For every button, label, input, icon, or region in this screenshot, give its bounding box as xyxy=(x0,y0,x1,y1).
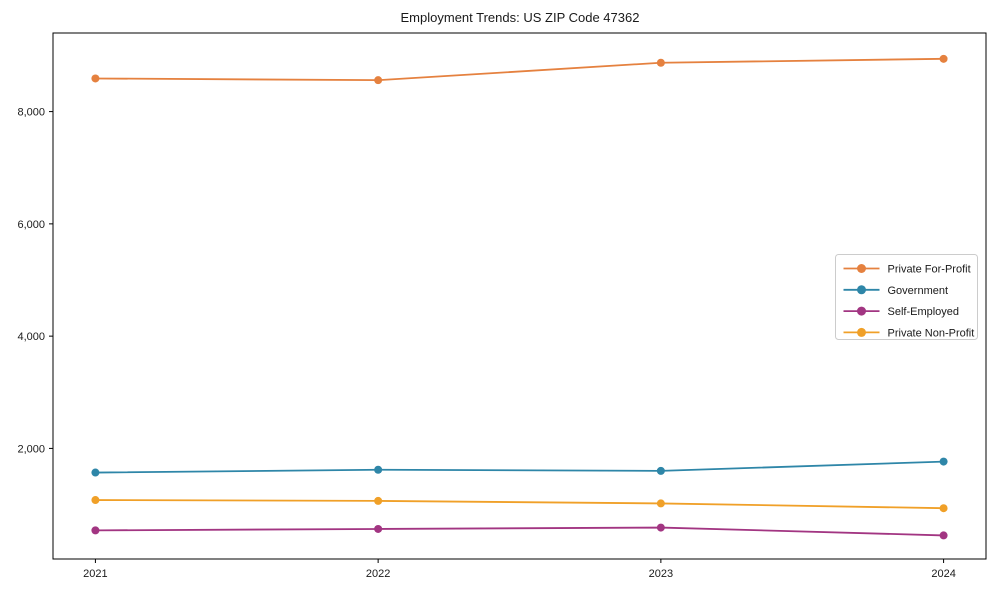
data-point-self-employed xyxy=(91,526,100,535)
y-tick-label: 4,000 xyxy=(17,331,45,343)
legend-item-self-employed: Self-Employed xyxy=(843,306,960,318)
series-line-self-employed xyxy=(95,526,944,537)
data-point-private-non-profit xyxy=(374,496,383,505)
data-point-private-for-profit xyxy=(374,76,383,85)
legend-label: Private For-Profit xyxy=(888,264,971,276)
x-tick-label: 2023 xyxy=(649,568,673,580)
x-tick-label: 2021 xyxy=(83,568,107,580)
legend-item-private-for-profit: Private For-Profit xyxy=(843,264,971,276)
legend-label: Self-Employed xyxy=(888,306,960,318)
legend-marker-government xyxy=(857,285,866,295)
legend-box xyxy=(835,254,978,340)
data-point-government xyxy=(656,466,665,475)
data-point-private-for-profit xyxy=(939,54,948,63)
series-line-private-for-profit xyxy=(95,57,944,82)
data-point-government xyxy=(939,457,948,466)
legend-marker-self-employed xyxy=(857,306,866,316)
legend-label: Private Non-Profit xyxy=(888,327,975,339)
y-tick-label: 6,000 xyxy=(17,219,45,231)
chart-title: Employment Trends: US ZIP Code 47362 xyxy=(401,10,640,25)
data-point-private-non-profit xyxy=(939,504,948,513)
data-point-self-employed xyxy=(656,523,665,532)
legend: Private For-Profit Government Self-Employe… xyxy=(835,254,978,340)
data-point-self-employed xyxy=(939,531,948,540)
x-tick-label: 2022 xyxy=(366,568,390,580)
legend-marker-private-for-profit xyxy=(857,264,866,273)
data-point-private-non-profit xyxy=(656,499,665,508)
legend-marker-private-non-profit xyxy=(857,327,866,337)
legend-item-private-non-profit: Private Non-Profit xyxy=(843,327,975,339)
data-point-government xyxy=(91,468,100,477)
y-tick-label: 8,000 xyxy=(17,107,45,119)
data-point-private-non-profit xyxy=(91,496,100,505)
x-tick-label: 2024 xyxy=(931,568,955,580)
data-point-government xyxy=(374,465,383,474)
plot-border xyxy=(52,32,987,560)
legend-label: Government xyxy=(888,285,949,297)
data-point-self-employed xyxy=(374,524,383,533)
data-point-private-for-profit xyxy=(656,58,665,67)
legend-item-government: Government xyxy=(843,285,949,297)
plot-area: 2,000 4,000 6,000 8,000 2021 2022 2023 2024 xyxy=(17,32,987,580)
y-tick-label: 2,000 xyxy=(17,443,45,455)
series-line-private-non-profit xyxy=(95,499,944,510)
series-line-government xyxy=(95,460,944,474)
data-point-private-for-profit xyxy=(91,74,100,83)
